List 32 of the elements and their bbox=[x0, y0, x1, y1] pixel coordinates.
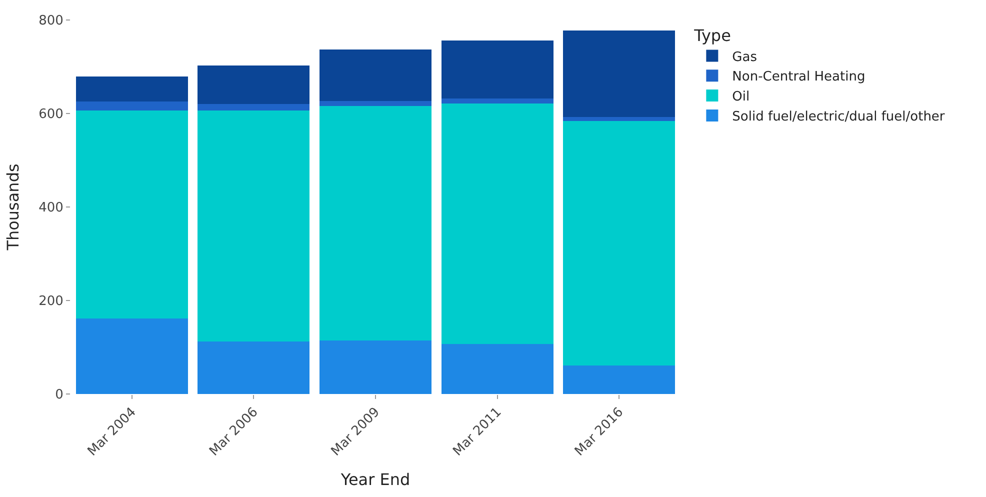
y-tick-label: 200 bbox=[38, 294, 64, 310]
bar bbox=[76, 101, 188, 111]
bar bbox=[319, 106, 432, 341]
legend-label: Oil bbox=[732, 90, 750, 105]
bar bbox=[319, 340, 432, 394]
bar bbox=[198, 65, 310, 104]
legend-label: Gas bbox=[732, 50, 758, 65]
bar bbox=[563, 120, 676, 366]
bar bbox=[198, 342, 310, 394]
bar bbox=[563, 30, 676, 118]
bar bbox=[319, 49, 432, 101]
bar bbox=[76, 318, 188, 394]
x-axis-title: Year End bbox=[340, 470, 410, 489]
bar bbox=[441, 344, 554, 394]
bar bbox=[319, 100, 432, 106]
legend-label: Solid fuel/electric/dual fuel/other bbox=[732, 110, 946, 125]
y-tick-label: 400 bbox=[38, 200, 64, 216]
y-axis-title: Thousands bbox=[3, 164, 22, 252]
y-tick-label: 800 bbox=[38, 14, 64, 29]
bar bbox=[198, 104, 310, 111]
bar bbox=[441, 40, 554, 99]
bar bbox=[441, 98, 554, 104]
legend-label: Non-Central Heating bbox=[732, 70, 866, 85]
bar bbox=[563, 365, 676, 394]
y-tick-label: 0 bbox=[55, 388, 64, 403]
bar bbox=[441, 104, 554, 344]
bar bbox=[198, 110, 310, 342]
bar bbox=[563, 117, 676, 121]
bar bbox=[76, 110, 188, 318]
y-tick-label: 600 bbox=[38, 107, 64, 122]
legend-title: Type bbox=[693, 26, 731, 45]
bar bbox=[76, 76, 188, 102]
